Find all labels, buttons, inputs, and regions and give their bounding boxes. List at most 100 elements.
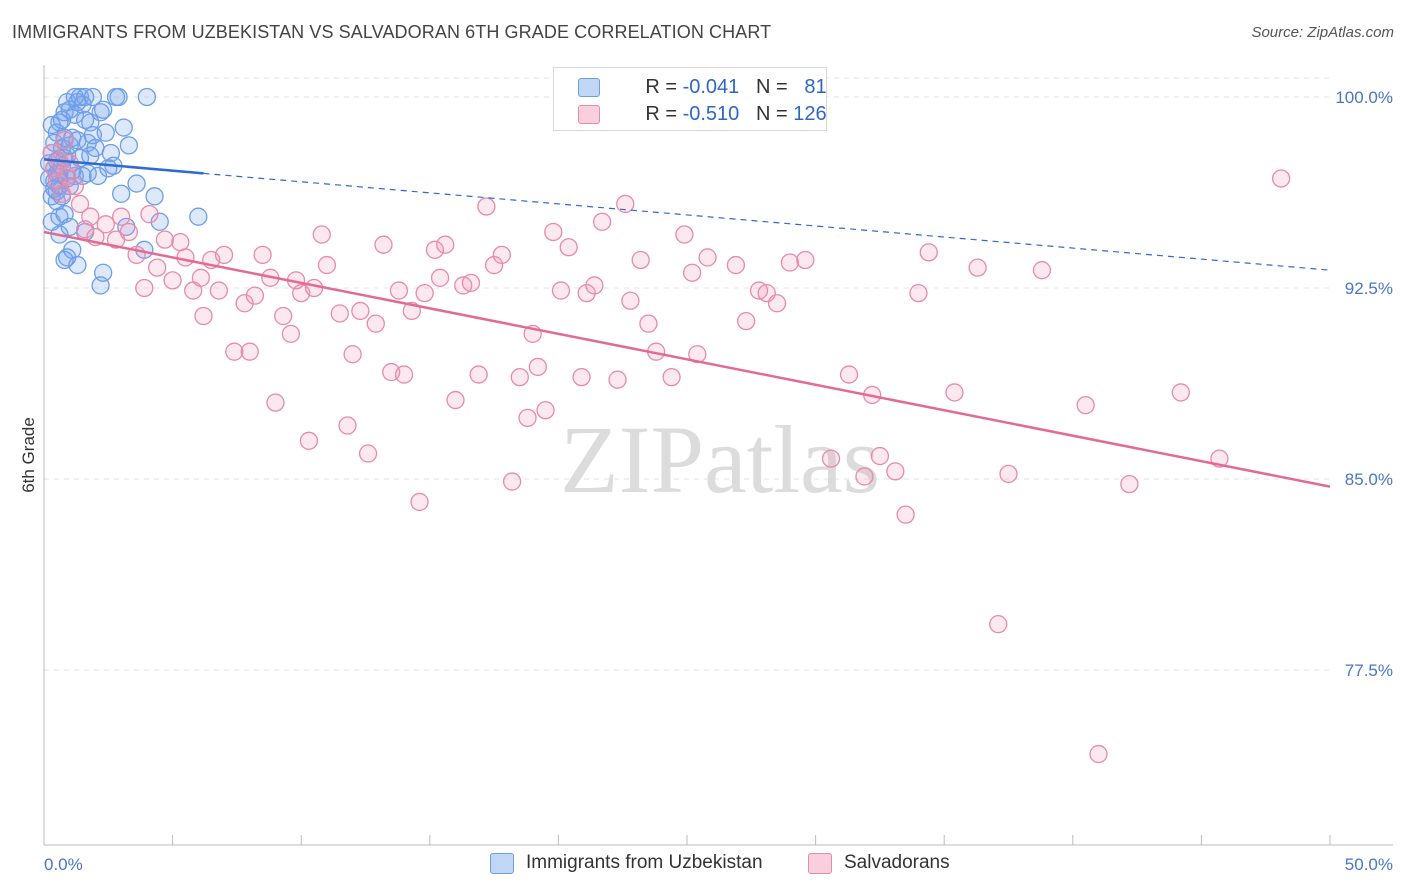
data-point	[559, 238, 578, 257]
data-point	[274, 306, 293, 326]
data-point	[317, 255, 337, 275]
data-point	[528, 357, 547, 377]
data-point	[698, 248, 717, 267]
y-axis-title: 6th Grade	[19, 417, 38, 493]
data-point	[945, 383, 964, 402]
data-point	[209, 281, 229, 300]
data-point	[55, 250, 74, 270]
data-point	[330, 304, 349, 323]
y-tick-label: 77.5%	[1345, 661, 1393, 680]
data-point	[194, 306, 213, 326]
data-point	[91, 276, 110, 295]
data-point	[469, 365, 488, 384]
trend-line-uzbekistan	[43, 158, 204, 175]
data-point	[140, 204, 159, 224]
data-point	[394, 365, 414, 384]
x-tick-label-max: 50.0%	[1345, 855, 1393, 874]
data-point	[112, 184, 131, 203]
data-point	[1171, 383, 1190, 402]
data-point	[94, 100, 113, 119]
data-point	[86, 138, 105, 158]
data-point	[410, 492, 429, 512]
data-point	[572, 367, 591, 387]
data-point	[909, 283, 928, 303]
data-point	[639, 314, 658, 333]
data-point	[821, 449, 841, 468]
data-point	[1120, 474, 1139, 494]
tick-labels: 100.0% 92.5% 85.0% 77.5% 0.0% 50.0%	[44, 88, 1393, 874]
data-point	[425, 240, 445, 259]
data-point	[189, 207, 208, 226]
legend-n-label: N =	[755, 75, 794, 98]
data-point	[225, 342, 244, 361]
chart-title: IMMIGRANTS FROM UZBEKISTAN VS SALVADORAN…	[12, 22, 772, 42]
data-point	[577, 283, 596, 303]
legend-r-value: -0.041	[682, 75, 740, 98]
data-point	[148, 258, 167, 277]
data-point	[57, 248, 77, 267]
data-point	[366, 314, 385, 333]
data-point	[989, 615, 1008, 634]
data-point	[137, 87, 157, 107]
data-point	[119, 222, 139, 242]
data-point	[88, 166, 108, 186]
stats-legend: R = -0.041 N = 81 R = -0.510 N = 126	[553, 67, 827, 131]
data-point	[1032, 261, 1052, 280]
data-point	[999, 464, 1018, 484]
data-point	[886, 462, 905, 481]
trend-lines	[43, 158, 1331, 488]
data-point	[592, 212, 612, 231]
data-point	[726, 255, 746, 275]
trend-line-uzbekistan-extension	[203, 172, 1331, 271]
data-point	[119, 136, 139, 155]
y-tick-label: 92.5%	[1345, 279, 1393, 298]
data-point	[544, 222, 563, 242]
data-point	[163, 271, 182, 290]
data-point	[214, 245, 234, 265]
data-point	[338, 416, 357, 435]
data-point	[662, 367, 681, 387]
data-point	[76, 87, 95, 107]
series-0	[39, 87, 208, 295]
data-point	[492, 245, 511, 265]
data-point	[919, 243, 938, 262]
legend-n-label: N =	[755, 102, 794, 125]
data-point	[117, 217, 136, 237]
data-point	[737, 311, 756, 331]
data-point	[155, 230, 175, 249]
legend-r-value: -0.510	[682, 102, 740, 125]
legend-swatch-blue	[578, 78, 600, 97]
legend-item-salvadorans: Salvadorans	[808, 850, 950, 876]
data-point	[510, 367, 529, 387]
data-point	[65, 176, 85, 196]
data-point	[536, 401, 555, 420]
data-point	[52, 110, 72, 130]
data-point	[176, 248, 195, 267]
data-point	[968, 258, 987, 277]
legend-swatch-pink	[808, 852, 832, 874]
data-point	[135, 278, 154, 298]
data-point	[896, 505, 915, 524]
data-point	[145, 187, 164, 206]
data-point	[461, 273, 481, 293]
data-point	[191, 268, 211, 287]
data-point	[81, 207, 100, 226]
data-point	[389, 281, 409, 300]
legend-item-uzbekistan: Immigrants from Uzbekistan	[490, 850, 763, 876]
axes	[43, 65, 1393, 846]
data-point	[240, 342, 259, 361]
data-point	[1089, 744, 1108, 764]
data-point	[1271, 169, 1291, 188]
legend-label-uzbekistan: Immigrants from Uzbekistan	[526, 852, 763, 873]
data-point	[109, 87, 128, 107]
data-point	[675, 225, 694, 244]
data-point	[1076, 395, 1095, 415]
data-point	[518, 408, 537, 428]
data-point	[42, 143, 61, 163]
data-point	[150, 212, 169, 231]
data-point	[415, 283, 434, 303]
data-point	[358, 444, 378, 463]
data-point	[855, 467, 874, 486]
data-point	[114, 118, 133, 137]
data-point	[796, 250, 815, 270]
